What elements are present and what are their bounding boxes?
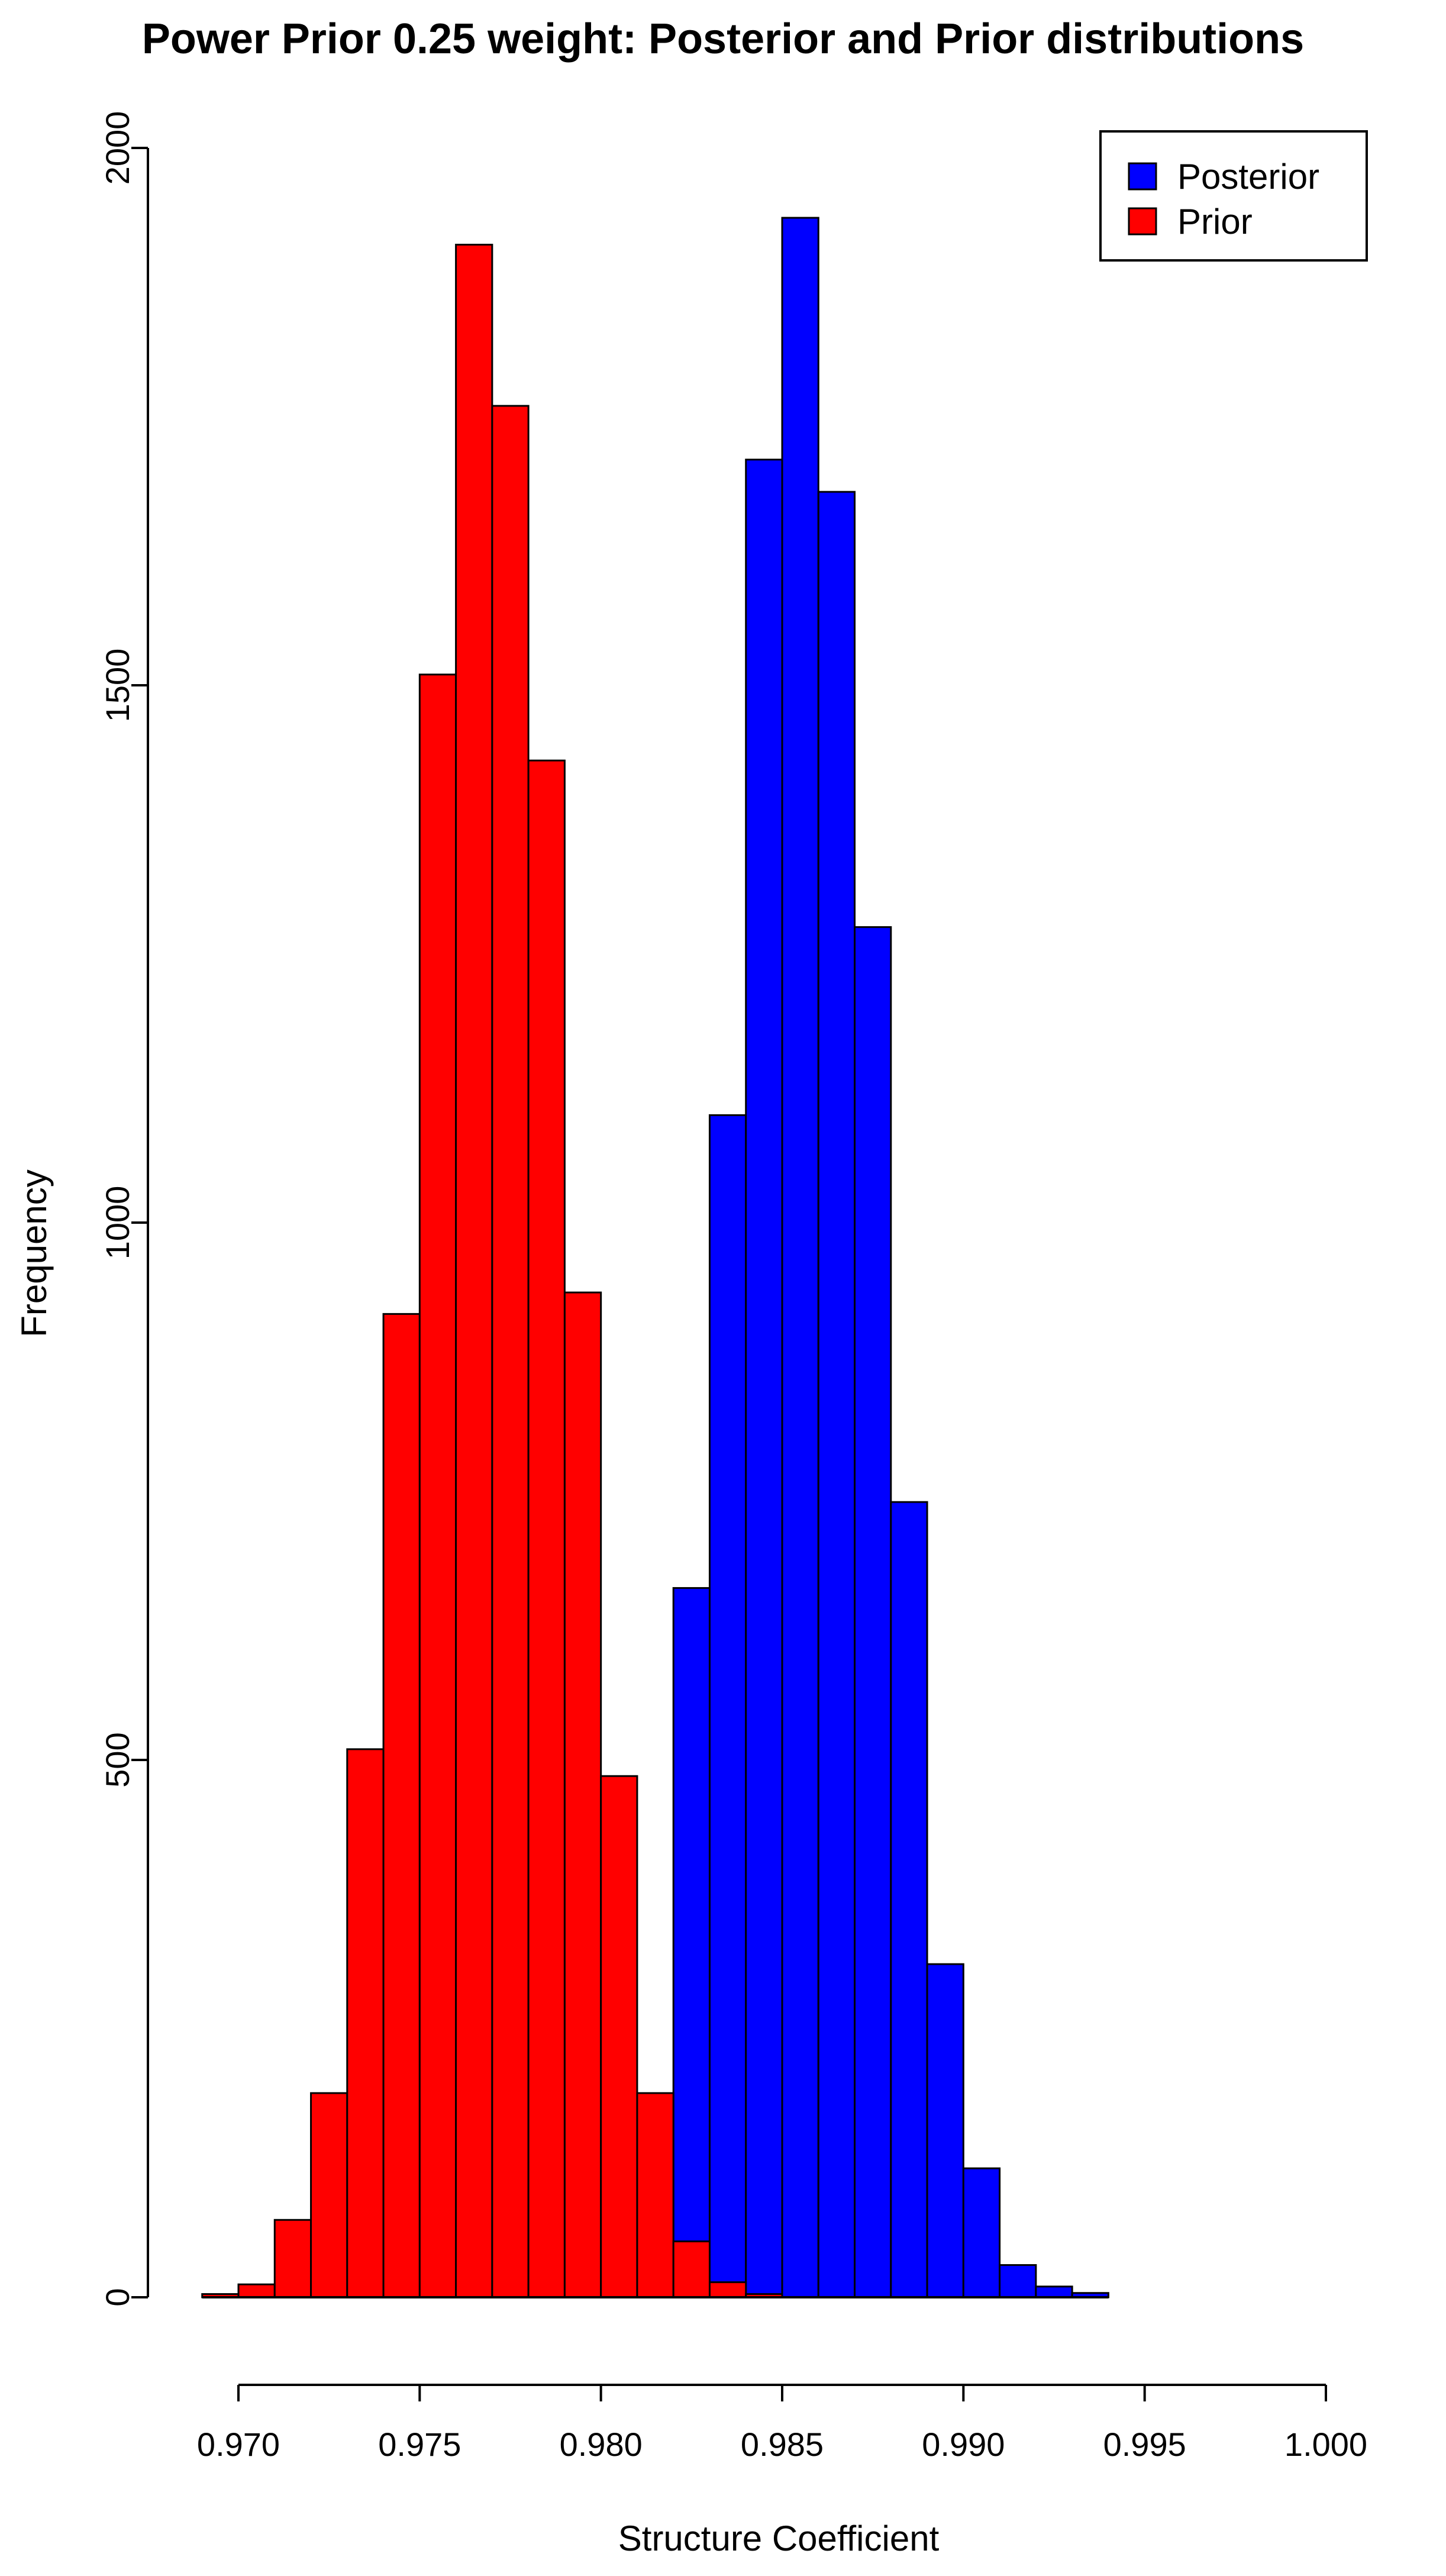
legend: Posterior Prior bbox=[1099, 130, 1368, 262]
y-tick-label: 2000 bbox=[99, 111, 136, 185]
legend-swatch bbox=[1128, 207, 1157, 236]
x-tick-label: 0.975 bbox=[378, 2426, 461, 2463]
histogram-bar-posterior bbox=[1035, 2285, 1073, 2298]
legend-swatch bbox=[1128, 162, 1157, 191]
chart-title: Power Prior 0.25 weight: Posterior and P… bbox=[142, 15, 1304, 63]
histogram-bar-posterior bbox=[926, 1963, 964, 2298]
y-axis-title: Frequency bbox=[14, 1169, 54, 1337]
y-tick-label: 0 bbox=[99, 2288, 136, 2306]
histogram-bar-prior bbox=[273, 2219, 312, 2298]
histogram-bar-prior bbox=[346, 1748, 385, 2298]
y-axis: 0 500 1000 1500 2000 bbox=[99, 111, 149, 2307]
legend-entries: Posterior Prior bbox=[1128, 157, 1319, 241]
x-tick-label: 0.985 bbox=[741, 2426, 824, 2463]
series-prior bbox=[201, 243, 783, 2298]
x-tick-label: 0.980 bbox=[560, 2426, 643, 2463]
x-axis: 0.970 0.975 0.980 0.985 0.990 0.995 1.000 bbox=[197, 2384, 1367, 2463]
y-tick-label: 500 bbox=[99, 1732, 136, 1787]
histogram-bar-prior bbox=[382, 1313, 421, 2298]
histogram-bar-posterior bbox=[781, 217, 819, 2298]
legend-box bbox=[1099, 130, 1368, 262]
histogram-bar-posterior bbox=[708, 1114, 747, 2298]
histogram-bar-prior bbox=[418, 673, 457, 2298]
histogram-bar-prior bbox=[237, 2283, 276, 2298]
series-posterior bbox=[672, 217, 1109, 2298]
histogram-bar-posterior bbox=[854, 926, 892, 2298]
legend-label: Prior bbox=[1177, 202, 1253, 241]
x-tick-label: 1.000 bbox=[1284, 2426, 1367, 2463]
y-tick-label: 1000 bbox=[99, 1186, 136, 1260]
histogram-bar-posterior bbox=[817, 491, 856, 2298]
histogram-bar-prior bbox=[527, 759, 566, 2298]
histogram-bar-prior bbox=[636, 2092, 674, 2298]
histogram-bar-prior bbox=[672, 2240, 711, 2298]
histogram-bar-prior bbox=[491, 405, 530, 2298]
x-tick-label: 0.995 bbox=[1103, 2426, 1186, 2463]
histogram-bar-posterior bbox=[999, 2264, 1037, 2298]
histogram-bar-prior bbox=[310, 2092, 348, 2298]
histogram-bar-prior bbox=[708, 2281, 747, 2298]
legend-label: Posterior bbox=[1177, 157, 1319, 196]
x-tick-label: 0.990 bbox=[922, 2426, 1005, 2463]
histogram-bar-prior bbox=[600, 1775, 638, 2298]
histogram-bar-posterior bbox=[745, 459, 783, 2298]
x-tick-label: 0.970 bbox=[197, 2426, 280, 2463]
y-tick-label: 1500 bbox=[99, 649, 136, 723]
bars-layer bbox=[201, 217, 1109, 2298]
histogram-bar-posterior bbox=[962, 2167, 1001, 2298]
histogram-bar-posterior bbox=[672, 1587, 711, 2298]
histogram-bar-prior bbox=[455, 243, 493, 2298]
histogram-bar-posterior bbox=[890, 1501, 928, 2298]
histogram-bar-prior bbox=[563, 1291, 602, 2298]
x-axis-title: Structure Coefficient bbox=[618, 2519, 940, 2558]
